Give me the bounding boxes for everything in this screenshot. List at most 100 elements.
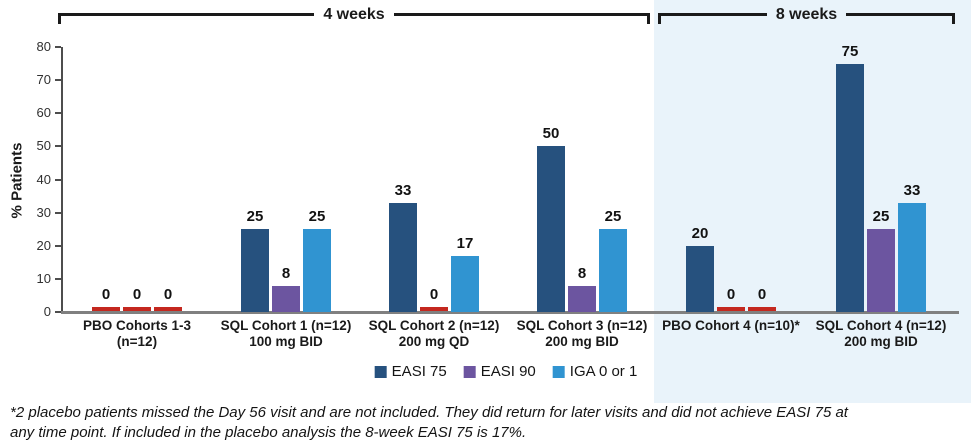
four-weeks-bracket: 4 weeks — [58, 5, 651, 24]
legend-item-iga-0-or-1: IGA 0 or 1 — [552, 363, 638, 380]
footnote-line-2: any time point. If included in the place… — [10, 424, 527, 441]
category-label-line1: SQL Cohort 4 (n=12) — [815, 318, 947, 333]
eight-weeks-label: 8 weeks — [775, 6, 838, 23]
y-tick-mark — [55, 244, 61, 247]
legend-item-easi-90: EASI 90 — [463, 363, 536, 380]
footnote: *2 placebo patients missed the Day 56 vi… — [10, 403, 965, 443]
category-label-line1: PBO Cohorts 1-3 — [82, 318, 191, 333]
footnote-line-1: *2 placebo patients missed the Day 56 vi… — [10, 404, 848, 421]
bar-easi-75 — [686, 245, 714, 312]
category-label-line1: SQL Cohort 1 (n=12) — [220, 318, 352, 333]
legend-swatch — [552, 365, 565, 378]
y-tick-mark — [55, 211, 61, 214]
bar-value-label: 0 — [132, 286, 142, 303]
y-tick-label: 40 — [36, 171, 51, 187]
bar-value-label: 0 — [163, 286, 173, 303]
eight-weeks-bracket: 8 weeks — [658, 5, 956, 24]
y-tick-label: 10 — [36, 270, 51, 286]
legend-label: IGA 0 or 1 — [569, 363, 638, 380]
zero-value-dash — [123, 307, 151, 311]
bracket-end-tick — [658, 13, 661, 24]
zero-value-dash — [717, 307, 745, 311]
bar-iga-0-or-1 — [898, 202, 926, 312]
bracket-end-tick — [58, 13, 61, 24]
bar-value-label: 75 — [841, 42, 859, 60]
category-label: PBO Cohorts 1-3 (n=12) — [42, 318, 232, 350]
bar-value-label: 17 — [456, 234, 474, 252]
category-label: SQL Cohort 2 (n=12) 200 mg QD — [339, 318, 529, 350]
legend-swatch — [463, 365, 476, 378]
bar-value-label: 20 — [691, 224, 709, 242]
bar-value-label: 0 — [101, 286, 111, 303]
category-label: SQL Cohort 3 (n=12) 200 mg BID — [487, 318, 677, 350]
zero-value-dash — [420, 307, 448, 311]
y-tick-mark — [55, 112, 61, 115]
bar-value-label: 25 — [246, 208, 264, 226]
y-tick-mark — [55, 178, 61, 181]
category-label: SQL Cohort 1 (n=12) 100 mg BID — [191, 318, 381, 350]
bar-iga-0-or-1 — [303, 229, 331, 312]
bar-value-label: 0 — [757, 286, 767, 303]
bar-value-label: 25 — [872, 208, 890, 226]
y-tick-label: 30 — [36, 204, 51, 220]
y-tick-label: 80 — [36, 39, 51, 54]
zero-value-dash — [748, 307, 776, 311]
bar-value-label: 8 — [281, 264, 291, 282]
y-tick-label: 60 — [36, 105, 51, 121]
bar-easi-75 — [836, 63, 864, 312]
bar-easi-75 — [389, 202, 417, 312]
bar-easi-90 — [272, 285, 300, 312]
y-tick-label: 70 — [36, 72, 51, 88]
legend-label: EASI 75 — [391, 363, 447, 380]
bar-value-label: 25 — [308, 208, 326, 226]
bar-iga-0-or-1 — [599, 229, 627, 312]
zero-value-dash — [92, 307, 120, 311]
y-axis-line — [61, 47, 63, 313]
category-label-line2: 200 mg QD — [398, 334, 470, 349]
bar-value-label: 25 — [604, 208, 622, 226]
y-tick-label: 20 — [36, 237, 51, 253]
bar-easi-75 — [241, 229, 269, 312]
legend: EASI 75 EASI 90 IGA 0 or 1 — [374, 363, 638, 380]
bracket-end-tick — [952, 13, 955, 24]
legend-item-easi-75: EASI 75 — [374, 363, 447, 380]
zero-value-dash — [154, 307, 182, 311]
y-tick-mark — [55, 79, 61, 82]
bar-iga-0-or-1 — [451, 255, 479, 312]
y-tick-mark — [55, 145, 61, 148]
bracket-line — [393, 13, 651, 16]
x-axis-line — [61, 311, 959, 314]
category-label-line1: PBO Cohort 4 (n=10)* — [662, 318, 800, 333]
bracket-line — [658, 13, 767, 16]
bracket-end-tick — [647, 13, 650, 24]
bracket-line — [846, 13, 956, 16]
bar-value-label: 0 — [429, 286, 439, 303]
category-label-line2: 100 mg BID — [249, 334, 323, 349]
category-label-line2: 200 mg BID — [545, 334, 619, 349]
category-label: SQL Cohort 4 (n=12) 200 mg BID — [786, 318, 971, 350]
eight-weeks-highlight-panel — [654, 0, 971, 403]
legend-swatch — [374, 365, 387, 378]
bar-value-label: 8 — [577, 264, 587, 282]
y-tick-label: 0 — [43, 304, 51, 319]
bar-value-label: 33 — [903, 181, 921, 199]
category-label-line1: SQL Cohort 3 (n=12) — [516, 318, 648, 333]
bar-value-label: 0 — [726, 286, 736, 303]
bar-easi-90 — [568, 285, 596, 312]
category-label-line2: (n=12) — [116, 334, 158, 349]
y-tick-mark — [55, 277, 61, 280]
category-label: PBO Cohort 4 (n=10)* — [636, 318, 826, 334]
legend-label: EASI 90 — [480, 363, 536, 380]
bar-easi-75 — [537, 146, 565, 312]
y-tick-mark — [55, 311, 61, 313]
y-tick-label: 50 — [36, 138, 51, 154]
bracket-line — [58, 13, 315, 16]
four-weeks-label: 4 weeks — [323, 6, 385, 23]
bar-value-label: 33 — [394, 181, 412, 199]
bar-value-label: 50 — [542, 125, 560, 143]
bar-easi-90 — [867, 229, 895, 312]
y-tick-mark — [55, 46, 61, 48]
category-label-line1: SQL Cohort 2 (n=12) — [368, 318, 500, 333]
category-label-line2: 200 mg BID — [844, 334, 918, 349]
